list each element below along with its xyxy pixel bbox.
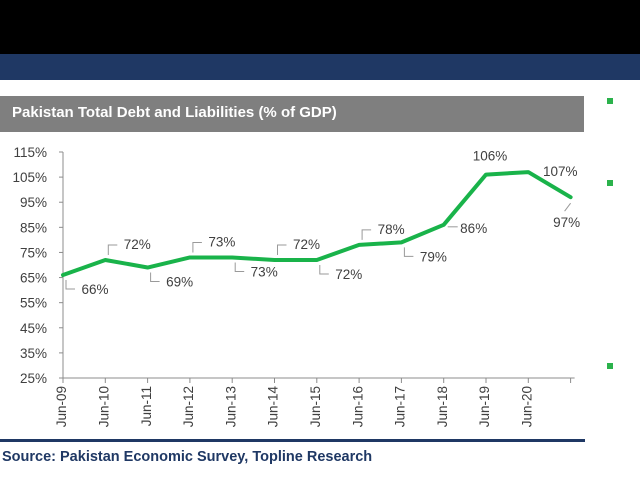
x-tick-label: Jun-18 bbox=[435, 386, 450, 427]
x-tick-label: Jun-20 bbox=[519, 386, 534, 427]
data-label: 66% bbox=[81, 282, 108, 297]
y-tick-label: 115% bbox=[13, 145, 47, 160]
data-label: 72% bbox=[335, 267, 362, 282]
data-label: 69% bbox=[166, 275, 193, 290]
bullet-icon bbox=[607, 98, 613, 104]
leader-line bbox=[277, 244, 287, 255]
leader-line bbox=[107, 244, 118, 255]
top-black-bar bbox=[0, 0, 640, 54]
y-tick-label: 25% bbox=[20, 371, 47, 386]
data-label: 97% bbox=[553, 215, 580, 230]
data-label: 78% bbox=[378, 222, 405, 237]
leader-line bbox=[234, 262, 245, 272]
source-note: Source: Pakistan Economic Survey, Toplin… bbox=[2, 449, 373, 465]
leader-line bbox=[361, 229, 372, 240]
data-label: 73% bbox=[208, 234, 235, 249]
data-label: 79% bbox=[420, 249, 447, 264]
leader-line bbox=[403, 247, 414, 257]
data-label: 72% bbox=[124, 237, 151, 252]
bullet-icon bbox=[607, 180, 613, 186]
footer-divider bbox=[0, 439, 585, 442]
x-tick-label: Jun-09 bbox=[54, 386, 69, 427]
x-tick-label: Jun-17 bbox=[393, 386, 408, 427]
chart-title: Pakistan Total Debt and Liabilities (% o… bbox=[12, 104, 337, 121]
x-tick-label: Jun-12 bbox=[181, 386, 196, 427]
data-label: 106% bbox=[473, 149, 508, 164]
leader-line bbox=[564, 202, 571, 212]
x-tick-label: Jun-15 bbox=[308, 386, 323, 427]
leader-line bbox=[319, 264, 329, 275]
data-label: 107% bbox=[543, 164, 578, 179]
leader-line bbox=[192, 241, 202, 253]
x-tick-label: Jun-14 bbox=[266, 386, 281, 428]
x-tick-label: Jun-16 bbox=[350, 386, 365, 427]
y-tick-label: 65% bbox=[20, 271, 47, 286]
bullet-icon bbox=[607, 363, 613, 369]
chart-title-bar: Pakistan Total Debt and Liabilities (% o… bbox=[0, 96, 584, 132]
debt-line-chart: 25% 35% 45% 55% 65% 75% 85% 95% 105% 115% Jun-09 Ju… bbox=[12, 145, 580, 428]
y-tick-label: 45% bbox=[20, 321, 47, 336]
x-tick-label: Jun-19 bbox=[477, 386, 492, 427]
y-tick-label: 75% bbox=[20, 245, 47, 260]
x-tick-label: Jun-13 bbox=[223, 386, 238, 427]
header-band bbox=[0, 54, 640, 80]
data-label: 72% bbox=[293, 237, 320, 252]
series-line bbox=[61, 170, 573, 278]
y-tick-label: 35% bbox=[20, 346, 47, 361]
y-tick-label: 95% bbox=[20, 195, 47, 210]
leader-line bbox=[150, 272, 160, 283]
y-tick-label: 55% bbox=[20, 296, 47, 311]
leader-line bbox=[65, 280, 75, 290]
x-tick-label: Jun-10 bbox=[96, 386, 111, 427]
data-label: 73% bbox=[251, 264, 278, 279]
data-label: 86% bbox=[460, 221, 487, 236]
y-tick-label: 85% bbox=[20, 220, 47, 235]
y-tick-label: 105% bbox=[12, 170, 47, 185]
x-tick-label: Jun-11 bbox=[139, 386, 154, 426]
